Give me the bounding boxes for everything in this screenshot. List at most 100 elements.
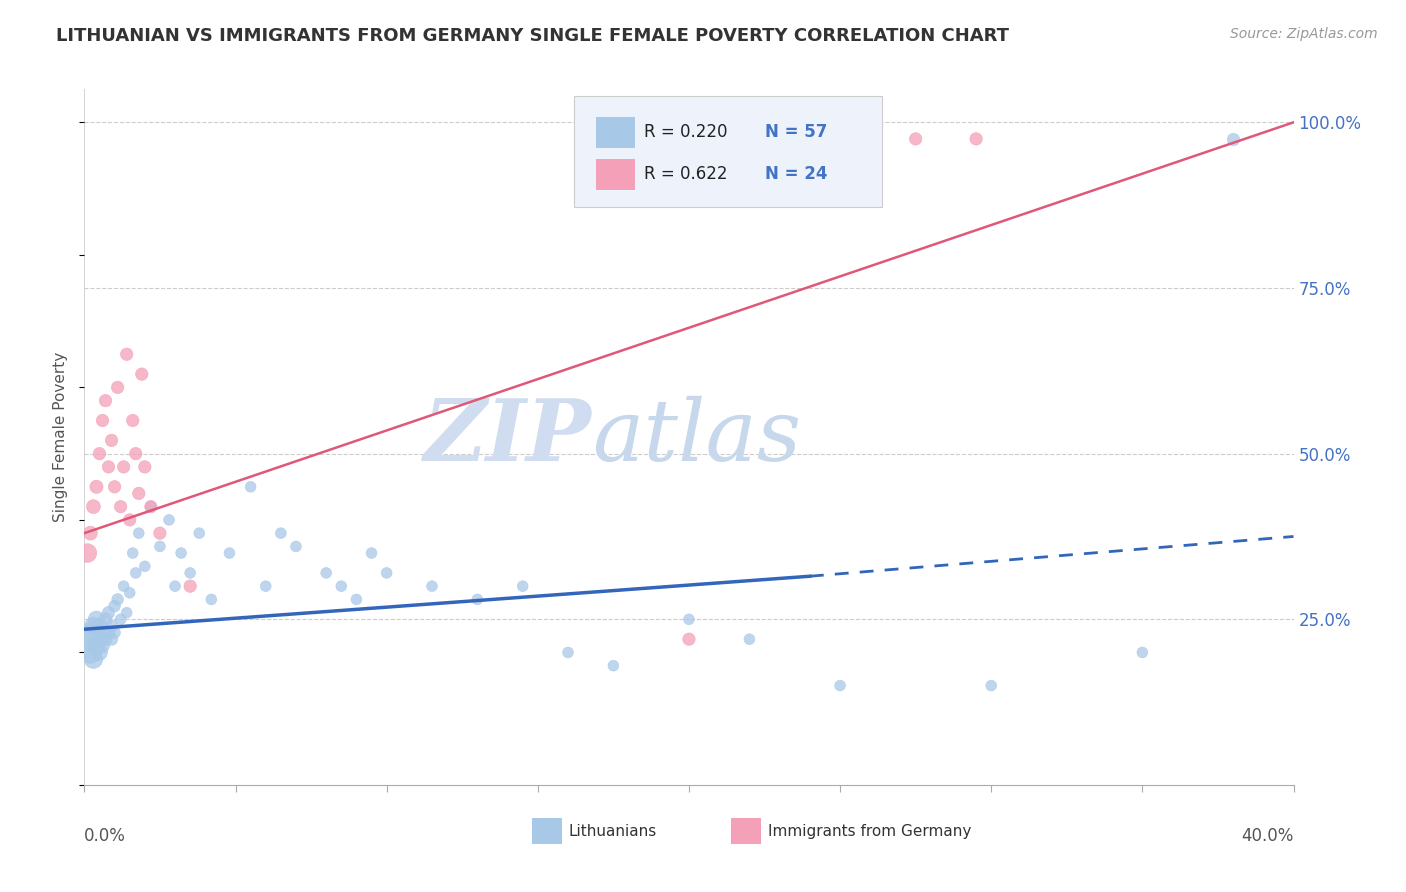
Point	[94, 393, 117, 408]
Point	[179, 566, 201, 580]
Text: Immigrants from Germany: Immigrants from Germany	[768, 824, 972, 839]
Point	[904, 132, 927, 146]
Text: atlas: atlas	[592, 396, 801, 478]
Text: R = 0.622: R = 0.622	[644, 165, 728, 183]
Point	[110, 500, 132, 514]
FancyBboxPatch shape	[731, 818, 762, 844]
Point	[89, 447, 111, 461]
Point	[330, 579, 353, 593]
Y-axis label: Single Female Poverty: Single Female Poverty	[53, 352, 69, 522]
Point	[86, 612, 108, 626]
Point	[76, 546, 98, 560]
Text: Source: ZipAtlas.com: Source: ZipAtlas.com	[1230, 27, 1378, 41]
Point	[100, 434, 122, 448]
Point	[82, 500, 104, 514]
Point	[128, 526, 150, 541]
Point	[112, 459, 135, 474]
FancyBboxPatch shape	[574, 96, 883, 208]
Point	[512, 579, 534, 593]
FancyBboxPatch shape	[596, 159, 634, 190]
Point	[179, 579, 201, 593]
Point	[121, 413, 143, 427]
Point	[110, 612, 132, 626]
Point	[118, 513, 141, 527]
Text: 40.0%: 40.0%	[1241, 827, 1294, 845]
Point	[360, 546, 382, 560]
Text: LITHUANIAN VS IMMIGRANTS FROM GERMANY SINGLE FEMALE POVERTY CORRELATION CHART: LITHUANIAN VS IMMIGRANTS FROM GERMANY SI…	[56, 27, 1010, 45]
Point	[82, 652, 104, 666]
Point	[678, 632, 700, 647]
Point	[170, 546, 193, 560]
Point	[965, 132, 987, 146]
Point	[100, 619, 122, 633]
Point	[118, 586, 141, 600]
Point	[107, 592, 129, 607]
Text: 0.0%: 0.0%	[84, 827, 127, 845]
Point	[115, 347, 138, 361]
Point	[89, 632, 111, 647]
Point	[125, 447, 148, 461]
Point	[149, 540, 172, 554]
Point	[86, 639, 108, 653]
Point	[128, 486, 150, 500]
Point	[139, 500, 162, 514]
Point	[91, 413, 114, 427]
Point	[285, 540, 308, 554]
Point	[467, 592, 489, 607]
Point	[1222, 132, 1244, 146]
Point	[557, 645, 579, 659]
Point	[131, 367, 153, 381]
Point	[112, 579, 135, 593]
Point	[115, 606, 138, 620]
Point	[86, 480, 108, 494]
Point	[100, 632, 122, 647]
Point	[97, 625, 120, 640]
Point	[79, 526, 101, 541]
Point	[79, 625, 101, 640]
FancyBboxPatch shape	[531, 818, 562, 844]
Point	[420, 579, 443, 593]
Point	[980, 679, 1002, 693]
Text: ZIP: ZIP	[425, 395, 592, 479]
Point	[134, 559, 156, 574]
Text: N = 57: N = 57	[765, 123, 828, 141]
Point	[125, 566, 148, 580]
Text: R = 0.220: R = 0.220	[644, 123, 728, 141]
Point	[104, 625, 127, 640]
Point	[97, 606, 120, 620]
Point	[104, 599, 127, 613]
Point	[678, 612, 700, 626]
Point	[134, 459, 156, 474]
Point	[149, 526, 172, 541]
Point	[239, 480, 262, 494]
Point	[602, 658, 624, 673]
Point	[165, 579, 187, 593]
Point	[139, 500, 162, 514]
Point	[89, 619, 111, 633]
Text: Lithuanians: Lithuanians	[568, 824, 657, 839]
Point	[188, 526, 211, 541]
Point	[104, 480, 127, 494]
Point	[315, 566, 337, 580]
Point	[346, 592, 368, 607]
Point	[200, 592, 222, 607]
Point	[107, 380, 129, 394]
Point	[270, 526, 292, 541]
Point	[89, 645, 111, 659]
Point	[79, 645, 101, 659]
Point	[97, 459, 120, 474]
Point	[121, 546, 143, 560]
Point	[830, 679, 852, 693]
Point	[82, 619, 104, 633]
Text: N = 24: N = 24	[765, 165, 828, 183]
Point	[1130, 645, 1153, 659]
Point	[91, 625, 114, 640]
Point	[738, 632, 761, 647]
Point	[633, 132, 655, 146]
Point	[375, 566, 398, 580]
Point	[94, 632, 117, 647]
Point	[218, 546, 240, 560]
FancyBboxPatch shape	[596, 117, 634, 148]
Point	[76, 632, 98, 647]
Point	[94, 612, 117, 626]
